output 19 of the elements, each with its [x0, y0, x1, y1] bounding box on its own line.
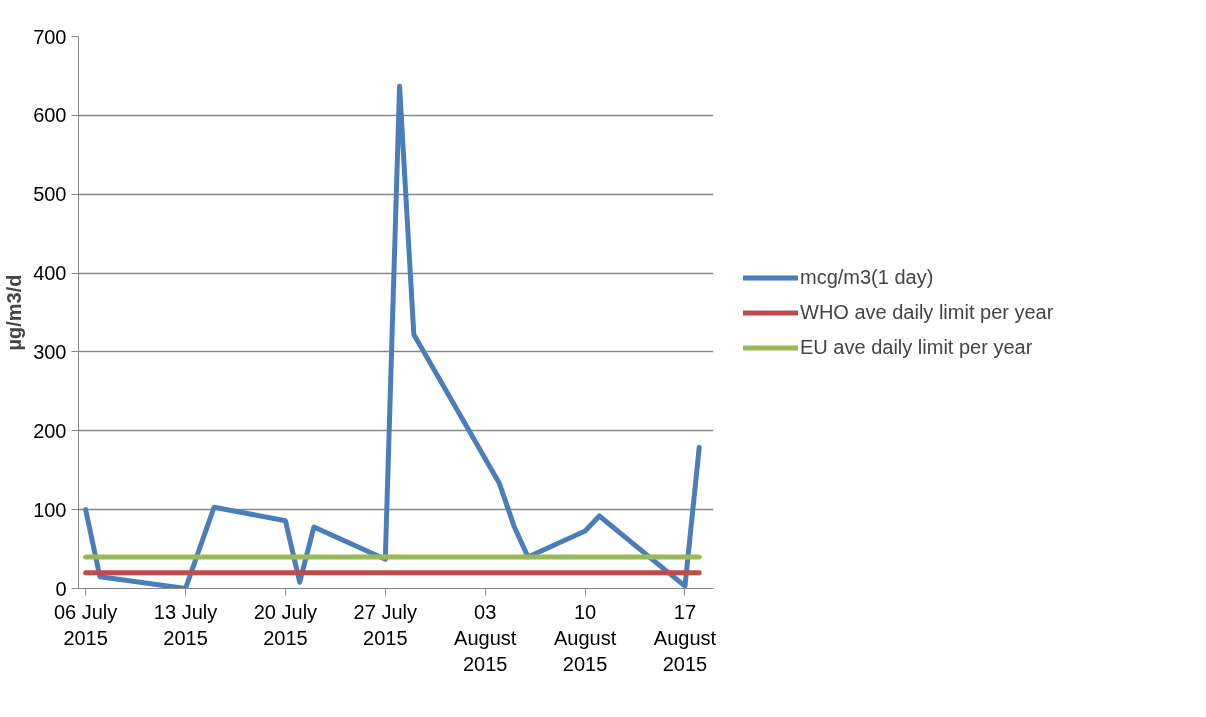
y-tick-label: 100 — [33, 498, 67, 521]
y-axis-title: µg/m3/d — [3, 274, 26, 351]
x-tick-label: 20 July 2015 — [253, 600, 318, 649]
y-tick-label: 500 — [33, 183, 67, 206]
legend-label: EU ave daily limit per year — [800, 335, 1033, 359]
y-tick-label: 600 — [33, 104, 67, 127]
x-tick-label: 06 July 2015 — [53, 600, 118, 649]
legend-label: WHO ave daily limit per year — [800, 300, 1054, 324]
legend-label: mcg/m3(1 day) — [800, 265, 934, 289]
y-tick-label: 700 — [33, 25, 67, 48]
x-tick-label: 03 August 2015 — [454, 600, 517, 676]
x-tick-label: 13 July 2015 — [153, 600, 218, 649]
y-tick-label: 200 — [33, 419, 67, 442]
x-tick-label: 27 July 2015 — [353, 600, 417, 649]
y-tick-label: 300 — [33, 340, 67, 363]
x-tick-label: 17 August 2015 — [653, 600, 717, 676]
x-tick-label: 10 August 2015 — [553, 600, 617, 676]
y-tick-label: 400 — [33, 262, 67, 285]
y-tick-label: 0 — [55, 577, 67, 600]
